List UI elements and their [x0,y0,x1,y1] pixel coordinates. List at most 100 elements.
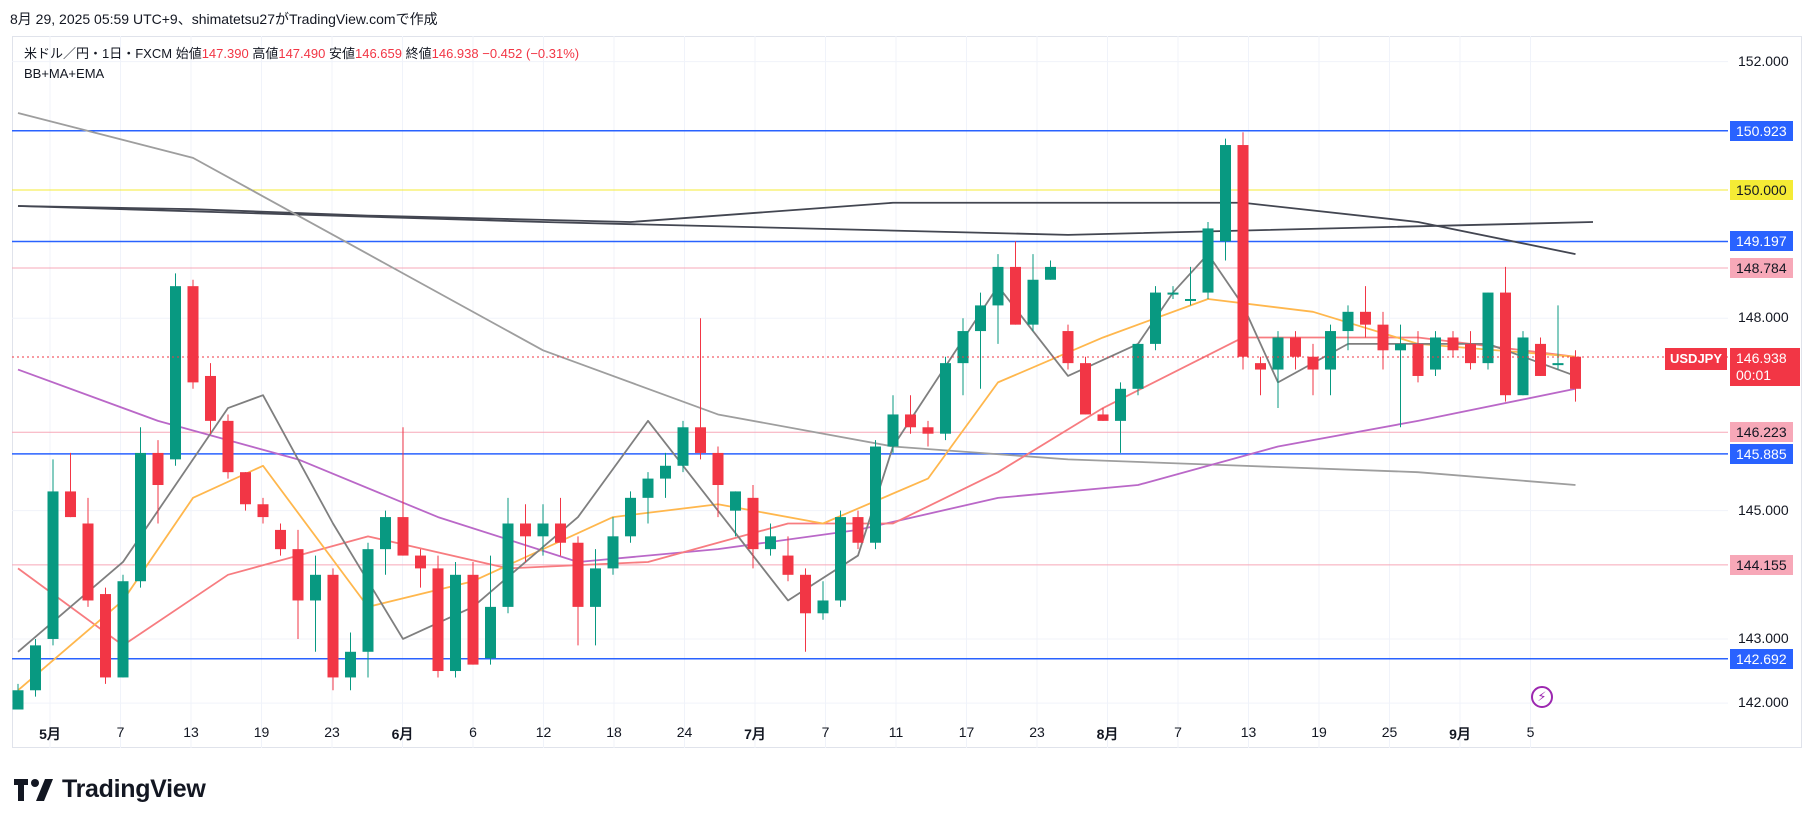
candle-body [1272,337,1284,370]
candle [82,497,94,607]
candle [1325,324,1336,396]
symbol-tag: USDJPY [1665,348,1728,370]
candle [1202,222,1214,299]
candle-body [975,305,986,332]
candle [782,536,794,582]
candle [1342,305,1354,351]
candle [590,549,601,646]
legend-indicators[interactable]: BB+MA+EMA [24,66,105,81]
grid-layer [12,36,1728,748]
candle [205,363,216,434]
candle-body [730,491,741,511]
candle-body [187,286,199,383]
candle [47,459,59,646]
candle [502,497,514,614]
indicator-line-ma_orange [17,298,1576,691]
chart-frame[interactable] [12,36,1802,748]
candle [1482,292,1494,370]
indicator-line-ema_red [17,336,1576,647]
lightning-icon[interactable]: ⚡ [1531,686,1553,708]
candle [12,683,24,710]
legend-high-label: 高値 [252,46,279,61]
candle-body [870,446,881,543]
candle [1080,356,1091,415]
candle-body [1377,324,1389,351]
candle [520,504,531,562]
candle [485,555,496,665]
candle [1552,305,1564,370]
candle-body [607,536,619,569]
candle-body [590,568,601,607]
candle [1430,331,1441,376]
candle [852,510,864,550]
candle-body [432,568,444,672]
candle [257,497,269,524]
candle-body [362,549,374,652]
tradingview-logo[interactable]: TradingView [14,775,206,804]
time-axis-tick: 12 [535,724,552,740]
time-axis-tick: 17 [958,724,975,740]
last-price-countdown: 00:01 [1736,367,1772,383]
candle [292,529,304,639]
candle [117,574,129,678]
time-axis-tick: 5月 [39,726,61,742]
candle [362,542,374,678]
candle-body [642,478,654,498]
candle [537,504,549,556]
candle-body [572,542,584,607]
candle [747,485,759,569]
candle [152,440,164,524]
last-price-box: 146.938 00:01 [1730,348,1800,386]
legend-ohlc-row: 米ドル／円・1日・FXCM 始値147.390 高値147.490 安値146.… [24,44,579,64]
candle-body [1570,356,1581,389]
tradingview-logo-icon [14,778,53,801]
candle [65,452,76,518]
candle [695,318,706,460]
candle-body [1500,292,1511,396]
candle [135,427,146,588]
candle [397,427,409,556]
candle-body [82,523,94,601]
time-axis-tick: 23 [1029,724,1045,740]
candle [1167,286,1179,299]
candle [1517,331,1529,396]
candle-body [1290,337,1301,357]
candle-body [467,574,479,665]
candle [1290,331,1301,370]
time-axis-tick: 6月 [391,726,414,742]
candle-body [485,606,496,659]
candle [940,356,951,441]
candle-body [1010,266,1021,325]
time-axis-tick: 9月 [1449,726,1471,742]
candle-body [450,574,461,672]
candle-body [765,536,776,550]
time-axis-tick: 23 [324,724,340,740]
candle-body [327,574,339,678]
candle [817,581,829,620]
candle [712,446,724,518]
candle [1132,343,1144,396]
candle [345,632,356,691]
candle-body [782,555,794,575]
candle [922,420,934,447]
candle [1150,286,1161,351]
legend: 米ドル／円・1日・FXCM 始値147.390 高値147.490 安値146.… [24,44,579,84]
price-axis-tick: 145.000 [1738,501,1789,518]
candle [1010,241,1021,325]
time-axis-tick: 25 [1381,724,1398,740]
last-price-value: 146.938 [1736,350,1787,366]
candle [677,420,689,473]
candle [1465,331,1476,370]
candle-body [1465,343,1476,364]
candle-body [1552,363,1564,366]
legend-change: −0.452 (−0.31%) [482,46,580,61]
level-price-tag: 146.223 [1730,422,1793,443]
candle-body [47,491,59,639]
candle-body [940,363,951,434]
candle-body [695,427,706,453]
candle-body [1167,292,1179,295]
candle [415,549,426,588]
time-axis-tick: 19 [1311,724,1327,740]
candle [1360,286,1371,338]
